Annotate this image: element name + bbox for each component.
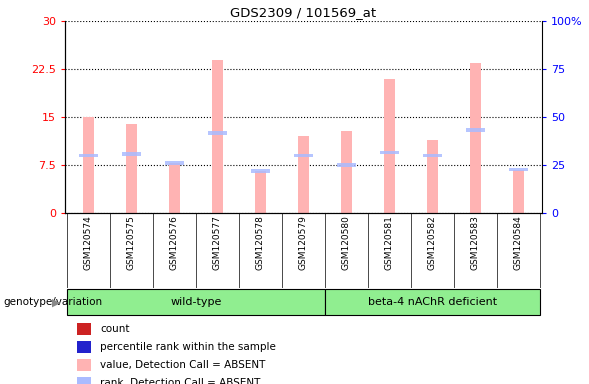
Bar	[67, 290, 325, 315]
Text: GSM120579: GSM120579	[299, 215, 308, 270]
Text: GSM120582: GSM120582	[428, 215, 437, 270]
Bar	[325, 290, 540, 315]
Bar	[169, 163, 180, 213]
Bar	[465, 128, 485, 132]
Text: GSM120581: GSM120581	[385, 215, 394, 270]
Text: GSM120576: GSM120576	[170, 215, 179, 270]
Text: ▶: ▶	[52, 297, 60, 308]
Bar	[79, 154, 98, 157]
Bar	[380, 151, 399, 154]
Bar	[341, 131, 352, 213]
Bar	[165, 161, 184, 165]
Text: wild-type: wild-type	[170, 297, 221, 308]
Text: rank, Detection Call = ABSENT: rank, Detection Call = ABSENT	[100, 378, 260, 384]
Title: GDS2309 / 101569_at: GDS2309 / 101569_at	[230, 5, 376, 18]
Bar	[77, 359, 91, 371]
Bar	[77, 377, 91, 384]
Bar	[384, 79, 395, 213]
Bar	[294, 154, 313, 157]
Text: GSM120577: GSM120577	[213, 215, 222, 270]
Bar	[337, 163, 356, 167]
Text: GSM120578: GSM120578	[256, 215, 265, 270]
Bar	[212, 60, 223, 213]
Text: percentile rank within the sample: percentile rank within the sample	[100, 342, 276, 352]
Bar	[513, 170, 524, 213]
Bar	[77, 323, 91, 335]
Bar	[255, 171, 266, 213]
Bar	[422, 154, 442, 157]
Text: GSM120574: GSM120574	[84, 215, 93, 270]
Text: GSM120583: GSM120583	[471, 215, 480, 270]
Bar	[470, 63, 481, 213]
Bar	[77, 341, 91, 353]
Bar	[508, 168, 528, 171]
Text: value, Detection Call = ABSENT: value, Detection Call = ABSENT	[100, 360, 266, 370]
Bar	[122, 152, 141, 156]
Bar	[208, 131, 227, 135]
Text: count: count	[100, 324, 130, 334]
Text: GSM120580: GSM120580	[342, 215, 351, 270]
Text: GSM120584: GSM120584	[514, 215, 523, 270]
Text: genotype/variation: genotype/variation	[3, 297, 102, 308]
Bar	[251, 169, 270, 173]
Bar	[427, 139, 438, 213]
Bar	[126, 124, 137, 213]
Bar	[298, 136, 309, 213]
Bar	[83, 117, 94, 213]
Text: beta-4 nAChR deficient: beta-4 nAChR deficient	[368, 297, 497, 308]
Text: GSM120575: GSM120575	[127, 215, 136, 270]
